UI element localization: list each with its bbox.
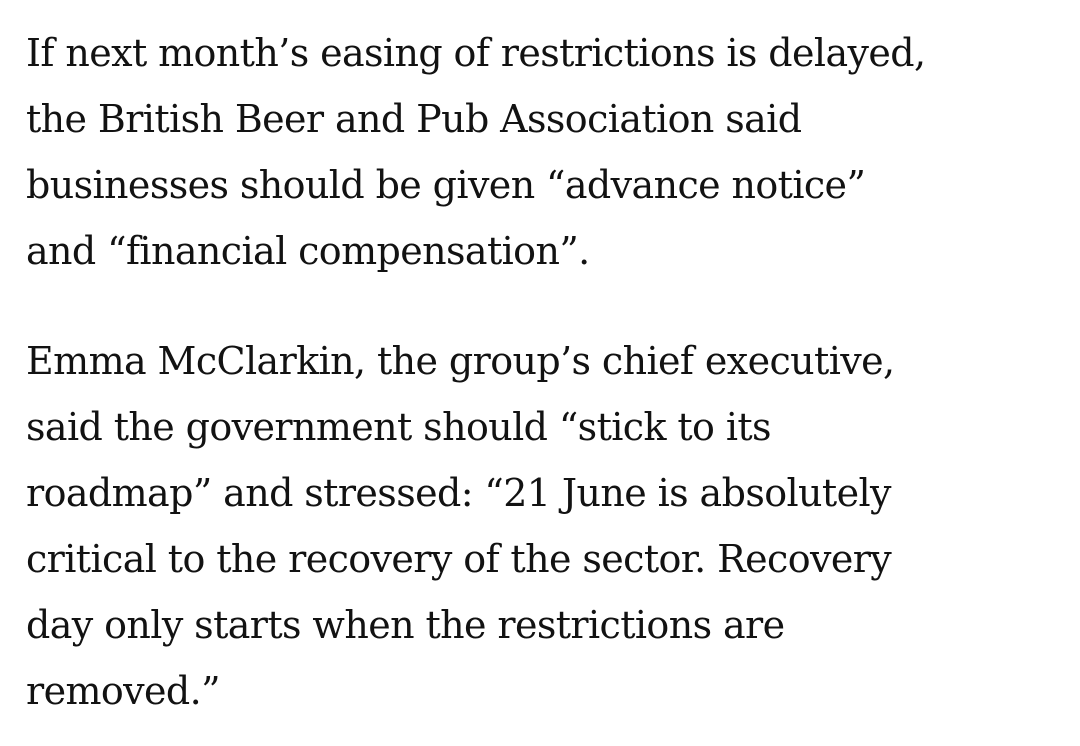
paragraph-line: removed.”	[26, 669, 221, 713]
article-body: If next month’s easing of restrictions i…	[26, 20, 1056, 724]
paragraph-line: said the government should “stick to its	[26, 405, 772, 449]
paragraph-line: If next month’s easing of restrictions i…	[26, 31, 926, 75]
paragraph-line: businesses should be given “advance noti…	[26, 163, 866, 207]
article-paragraph: Emma McClarkin, the group’s chief execut…	[26, 328, 1056, 724]
paragraph-line: day only starts when the restrictions ar…	[26, 603, 785, 647]
article-paragraph: If next month’s easing of restrictions i…	[26, 20, 1056, 284]
paragraph-line: roadmap” and stressed: “21 June is absol…	[26, 471, 892, 515]
paragraph-line: and “financial compensation”.	[26, 229, 590, 273]
paragraph-line: Emma McClarkin, the group’s chief execut…	[26, 339, 895, 383]
paragraph-line: the British Beer and Pub Association sai…	[26, 97, 802, 141]
paragraph-line: critical to the recovery of the sector. …	[26, 537, 892, 581]
